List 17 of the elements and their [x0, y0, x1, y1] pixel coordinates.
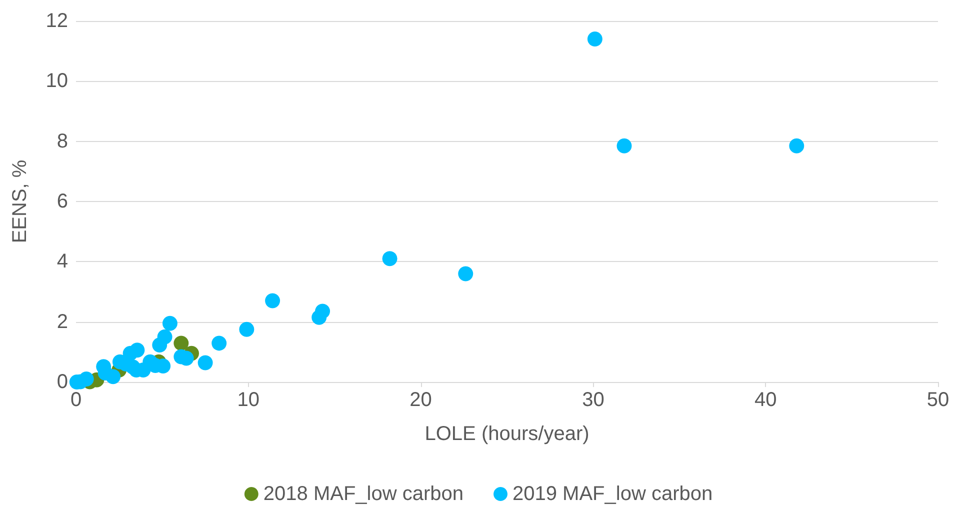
legend-label: 2018 MAF_low carbon	[263, 483, 464, 505]
x-tick-label: 0	[70, 389, 82, 411]
y-tick-label: 2	[56, 310, 68, 333]
y-tick-label: 0	[56, 371, 68, 393]
y-tick-label: 6	[56, 190, 68, 212]
x-tick-label: 20	[410, 389, 432, 411]
x-tick-label: 50	[926, 389, 950, 411]
y-tick-label: 12	[46, 10, 68, 32]
x-tick-label: 30	[582, 389, 604, 411]
x-tick-label: 40	[754, 389, 777, 411]
y-tick-label: 10	[46, 70, 68, 92]
y-tick-label: 8	[56, 130, 68, 152]
y-axis-title: EENS, %	[9, 160, 31, 244]
y-tick-label: 4	[56, 250, 68, 273]
legend-label: 2019 MAF_low carbon	[512, 483, 713, 505]
x-axis-title: LOLE (hours/year)	[424, 423, 590, 445]
x-tick-label: 10	[237, 389, 260, 411]
